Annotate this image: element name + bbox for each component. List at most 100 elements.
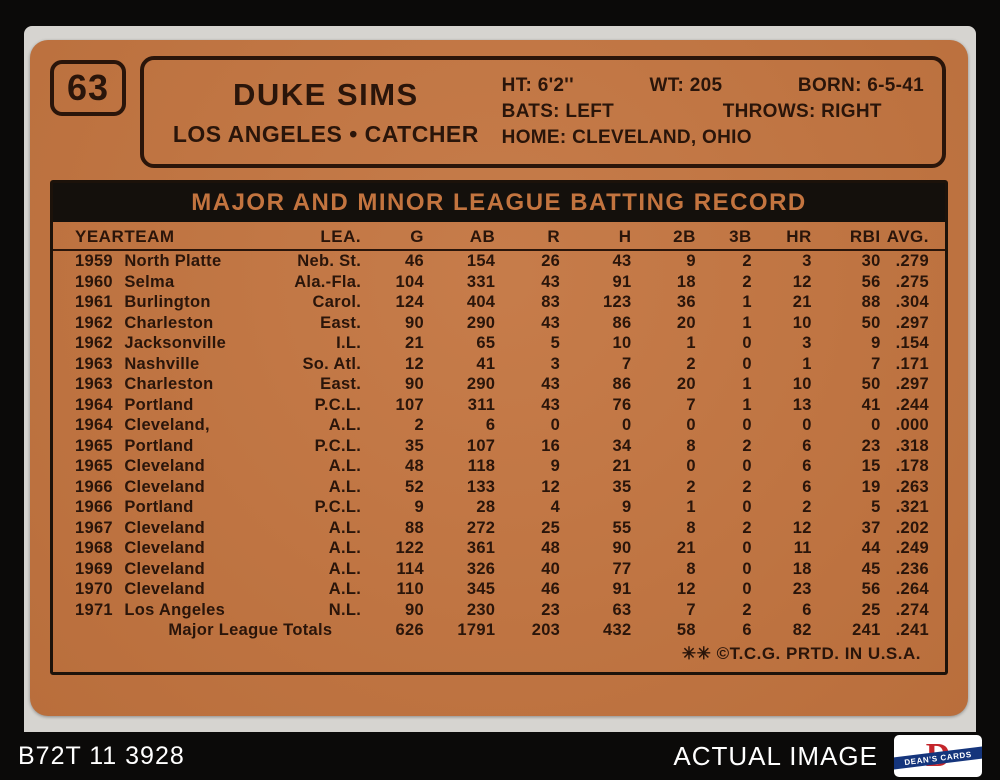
table-cell: 0 (742, 498, 752, 516)
table-cell: 0 (742, 416, 752, 434)
table-cell: 88 (861, 293, 881, 311)
table-cell: 626 (395, 621, 424, 639)
table-cell: 8 (686, 436, 696, 455)
table-cell: 1 (686, 498, 696, 516)
team-position: LOS ANGELES • CATCHER (172, 120, 479, 147)
table-cell: 23 (541, 600, 561, 619)
totals-row: Major League Totals 626 1791 203 432 58 6 82 241… (53, 620, 945, 641)
player-identity: DUKE SIMS LOS ANGELES • CATCHER (162, 77, 490, 148)
table-row: 1965 Cleveland A.L. 48 118 9 21 0 0 6 15 .178 (53, 456, 945, 477)
table-cell: 43 (612, 252, 632, 270)
table-row: 1963 Nashville So. Atl. 12 41 3 7 2 0 1 7 .171 (53, 354, 945, 375)
table-cell: 86 (612, 313, 632, 332)
table-cell: 46 (405, 252, 424, 270)
table-cell: 35 (612, 477, 632, 496)
table-row: 1965 Portland P.C.L. 35 107 16 34 8 2 6 23 .318 (53, 436, 945, 457)
bio-line-2: BATS: LEFT THROWS: RIGHT (502, 99, 882, 125)
table-cell: A.L. (328, 457, 362, 475)
table-cell: 9 (550, 457, 561, 475)
table-cell: 0 (742, 354, 752, 373)
table-cell: 25 (861, 600, 881, 619)
table-cell: 1 (742, 375, 752, 393)
table-cell: 90 (405, 600, 424, 619)
table-cell: Cleveland, (124, 416, 210, 434)
table-cell: 2 (742, 518, 752, 537)
table-cell: 90 (612, 539, 632, 557)
batting-record-title: MAJOR AND MINOR LEAGUE BATTING RECORD (53, 183, 945, 222)
table-cell: P.C.L. (314, 395, 362, 414)
bio-weight: WT: 205 (649, 75, 723, 96)
table-cell: .321 (895, 498, 929, 516)
table-cell: 19 (861, 477, 881, 496)
player-bio: HT: 6'2'' WT: 205 BORN: 6-5-41 BATS: LEF… (502, 73, 924, 151)
table-cell: 12 (792, 272, 812, 291)
table-cell: 0 (621, 416, 632, 434)
table-cell: .263 (895, 477, 929, 496)
copyright-line: ✳✳ ©T.C.G. PRTD. IN U.S.A. (681, 643, 921, 663)
table-cell: 3 (802, 334, 812, 352)
table-cell: 203 (531, 621, 561, 639)
column-header: RBI (819, 222, 887, 251)
table-cell: P.C.L. (314, 498, 362, 516)
table-cell: 361 (466, 539, 496, 557)
table-cell: 6 (802, 457, 812, 475)
table-cell: 10 (612, 334, 632, 352)
table-cell: 290 (466, 313, 496, 332)
table-cell: 230 (466, 600, 496, 619)
table-cell: 41 (476, 354, 496, 373)
table-cell: Jacksonville (124, 334, 227, 352)
table-cell: 5 (871, 498, 881, 516)
table-cell: 9 (621, 498, 632, 516)
table-cell: .249 (895, 539, 929, 557)
table-cell: 272 (466, 518, 496, 537)
table-cell: 290 (466, 375, 496, 393)
table-cell: 36 (676, 293, 696, 311)
table-cell: So. Atl. (302, 354, 362, 373)
table-row: 1966 Cleveland A.L. 52 133 12 35 2 2 6 19 .263 (53, 477, 945, 498)
table-cell: 35 (405, 436, 424, 455)
table-cell: 8 (686, 559, 696, 578)
table-cell: A.L. (328, 539, 362, 557)
table-cell: .178 (895, 457, 929, 475)
table-cell: .244 (895, 395, 929, 414)
table-cell: 77 (612, 559, 632, 578)
scan-background: 63 DUKE SIMS LOS ANGELES • CATCHER HT: 6… (24, 26, 976, 732)
table-cell: .236 (895, 559, 929, 578)
column-header: AVG. (886, 222, 945, 251)
table-cell: 2 (686, 354, 696, 373)
table-row: 1962 Jacksonville I.L. 21 65 5 10 1 0 3 9.154 (53, 333, 945, 354)
table-cell: Portland (124, 498, 194, 516)
table-cell: 3 (550, 354, 561, 373)
table-cell: Portland (124, 436, 194, 455)
table-cell: 9 (414, 498, 424, 516)
table-cell: East. (320, 313, 362, 332)
table-row: 1964 Cleveland, A.L. 2 6 0 0 0 0 0 0 .000 (53, 415, 945, 436)
table-cell: 63 (612, 600, 632, 619)
table-cell: 1964 (75, 395, 113, 414)
table-cell: 2 (802, 498, 812, 516)
bio-born: BORN: 6-5-41 (797, 75, 924, 96)
table-cell: 404 (466, 293, 496, 311)
table-cell: 34 (612, 436, 632, 455)
table-cell: 0 (686, 416, 696, 434)
table-cell: 40 (541, 559, 561, 578)
table-cell: 52 (405, 477, 424, 496)
totals-label: Major League Totals (168, 621, 333, 639)
table-cell: A.L. (328, 580, 362, 598)
table-cell: 20 (676, 375, 696, 393)
table-cell: 122 (395, 539, 424, 557)
batting-table-body: 1959 North Platte Neb. St. 46 154 26 43 9 2 3 30.2… (53, 250, 945, 641)
table-cell: 3 (802, 252, 812, 270)
table-cell: 91 (612, 580, 632, 598)
table-cell: .297 (895, 313, 929, 332)
table-cell: 11 (793, 539, 812, 557)
table-cell: 26 (541, 252, 561, 270)
table-cell: 23 (861, 436, 881, 455)
table-cell: 0 (742, 580, 752, 598)
table-cell: Cleveland (124, 457, 205, 475)
table-cell: 2 (742, 600, 752, 619)
table-cell: A.L. (328, 416, 362, 434)
table-cell: 2 (686, 477, 696, 496)
batting-table-head-row: YEAR TEAM LEA. G AB R H 2B 3B HR RBI AVG. (53, 222, 945, 251)
table-cell: Los Angeles (124, 600, 226, 619)
